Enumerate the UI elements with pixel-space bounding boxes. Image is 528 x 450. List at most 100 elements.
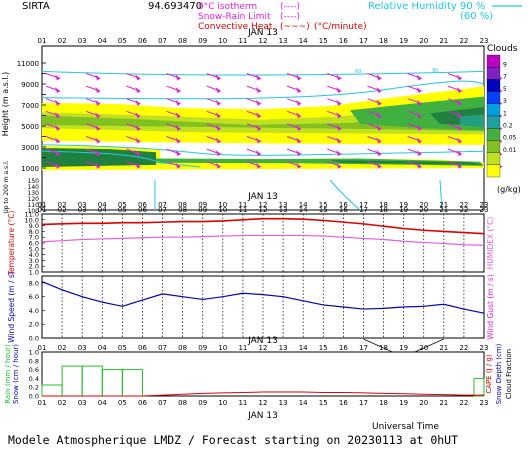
wind-arrow-head <box>376 112 382 119</box>
hour-tick-label: 17 <box>359 201 368 209</box>
cloud-y-tick-label-low: 130 <box>28 190 40 197</box>
hour-tick-label: 03 <box>78 37 87 45</box>
precip-rain-bar <box>473 377 485 397</box>
wind-panel-y-tick-label: 2.0 <box>29 321 39 329</box>
wind-arrow-head <box>215 99 221 106</box>
colorbar-swatch <box>486 164 501 178</box>
temp-panel-y-tick-label: 3.0 <box>29 257 39 265</box>
wind-panel-y-tick-label: 0.0 <box>29 335 39 343</box>
hour-tick-label: 17 <box>359 344 368 352</box>
wind-arrow-head <box>376 150 382 157</box>
hour-tick-label: 18 <box>379 37 388 45</box>
hour-tick-label: 11 <box>238 344 247 352</box>
wind-arrow-head <box>416 87 422 94</box>
hour-tick-label: 22 <box>459 201 468 209</box>
wind-arrow-head <box>336 112 342 119</box>
wind-arrow-head <box>416 162 422 169</box>
wind-arrow-head <box>416 124 422 131</box>
wind-panel-y-tick-label: 8.0 <box>29 279 39 287</box>
hour-tick-label: 02 <box>58 37 67 45</box>
cloud-y-tick-label: 3000 <box>21 144 39 152</box>
hour-tick-label: 14 <box>299 201 308 209</box>
station-name: SIRTA <box>22 1 50 12</box>
hour-tick-label: 10 <box>218 201 227 209</box>
hour-tick-label: 13 <box>279 344 288 352</box>
hour-tick-label: 22 <box>459 344 468 352</box>
wind-arrow-head <box>175 87 181 94</box>
hour-tick-label: 16 <box>339 206 348 214</box>
cloud-y-tick-label-low: 150 <box>28 178 40 185</box>
wind-arrow-head <box>255 150 261 157</box>
cloud-y-tick-label-low: 120 <box>28 196 40 203</box>
hour-tick-label: 04 <box>98 206 107 214</box>
colorbar-swatch <box>486 54 501 68</box>
wind-arrow-head <box>175 124 181 131</box>
hour-tick-label: 09 <box>198 344 207 352</box>
precip-cape-line <box>42 391 484 397</box>
hour-tick-label: 23 <box>480 37 489 45</box>
precip-y-axis-label-snow: Snow (cm / hour) <box>12 344 20 404</box>
hour-tick-label: 18 <box>379 399 388 407</box>
wind-arrow-head <box>95 150 101 157</box>
hour-tick-label: 02 <box>58 399 67 407</box>
wind-arrow-head <box>296 150 302 157</box>
legend-left-label: Snow-Rain Limit <box>198 12 271 22</box>
wind-arrow-head <box>175 112 181 119</box>
hour-tick-label: 10 <box>218 37 227 45</box>
wind-arrow-head <box>55 137 60 144</box>
header-legend-left: 0°C isotherm (----) Snow-Rain Limit (----) C… <box>198 2 367 32</box>
wind-arrow-head <box>336 74 342 81</box>
hour-tick-label: 12 <box>259 206 268 214</box>
hour-tick-label: 10 <box>218 344 227 352</box>
cloud-region-lower-dark-right <box>330 160 484 165</box>
temp-panel-y-tick-label: 2.0 <box>29 263 39 271</box>
wind-arrow-head <box>215 137 221 144</box>
hour-tick-label: 16 <box>339 399 348 407</box>
colorbar-level: 9 <box>503 62 507 69</box>
hour-tick-label: 19 <box>399 399 408 407</box>
hour-tick-label: 07 <box>158 37 167 45</box>
legend-right-value: (60 %) <box>460 11 493 22</box>
hour-tick-label: 02 <box>58 201 67 209</box>
precip-frame <box>41 351 485 397</box>
rh-isoline <box>439 179 443 211</box>
wind-arrow-head <box>376 87 382 94</box>
wind-arrow-head <box>296 74 302 81</box>
hour-tick-label: 22 <box>459 206 468 214</box>
hour-tick-label: 06 <box>138 206 147 214</box>
hour-tick-label: 07 <box>158 344 167 352</box>
hour-tick-label: 19 <box>399 201 408 209</box>
hour-tick-label: 12 <box>259 344 268 352</box>
date-label: JAN 13 <box>247 411 278 421</box>
wind-arrow-head <box>416 137 422 144</box>
wind-arrow-head <box>175 162 181 169</box>
temp-panel-y-tick-label: 11.0 <box>25 211 39 219</box>
wind-arrow-head <box>456 74 462 81</box>
wind-arrow-head <box>95 74 101 81</box>
colorbar-swatch <box>486 91 501 104</box>
precip-y-tick-label: 0.4 <box>29 375 39 383</box>
wind-arrow-head <box>55 162 60 169</box>
hour-tick-label: 18 <box>379 201 388 209</box>
rh-isoline <box>41 70 485 76</box>
temp-panel-series-line <box>41 234 485 246</box>
hour-tick-label: 20 <box>419 201 428 209</box>
hour-tick-label: 20 <box>419 206 428 214</box>
cloud-region-upper-core <box>42 107 484 132</box>
wind-arrow-head <box>135 99 141 106</box>
hour-tick-label: 10 <box>218 399 227 407</box>
temp-panel-y-tick-label: 10.0 <box>25 216 39 224</box>
hour-tick-label: 22 <box>459 399 468 407</box>
hour-tick-label: 02 <box>58 344 67 352</box>
hour-tick-label: 04 <box>98 344 107 352</box>
hour-tick-label: 03 <box>78 206 87 214</box>
wind-arrow-head <box>416 99 422 106</box>
legend-left-swatch: (----) <box>280 2 300 12</box>
temp-panel-y-axis-label-right: HUMIDEX (°C) <box>486 217 495 270</box>
wind-arrow-head <box>255 162 261 169</box>
colorbar-level: 7 <box>503 74 507 81</box>
colorbar-swatch <box>486 67 501 80</box>
hour-tick-label: 09 <box>198 37 207 45</box>
hour-tick-label: 20 <box>419 399 428 407</box>
